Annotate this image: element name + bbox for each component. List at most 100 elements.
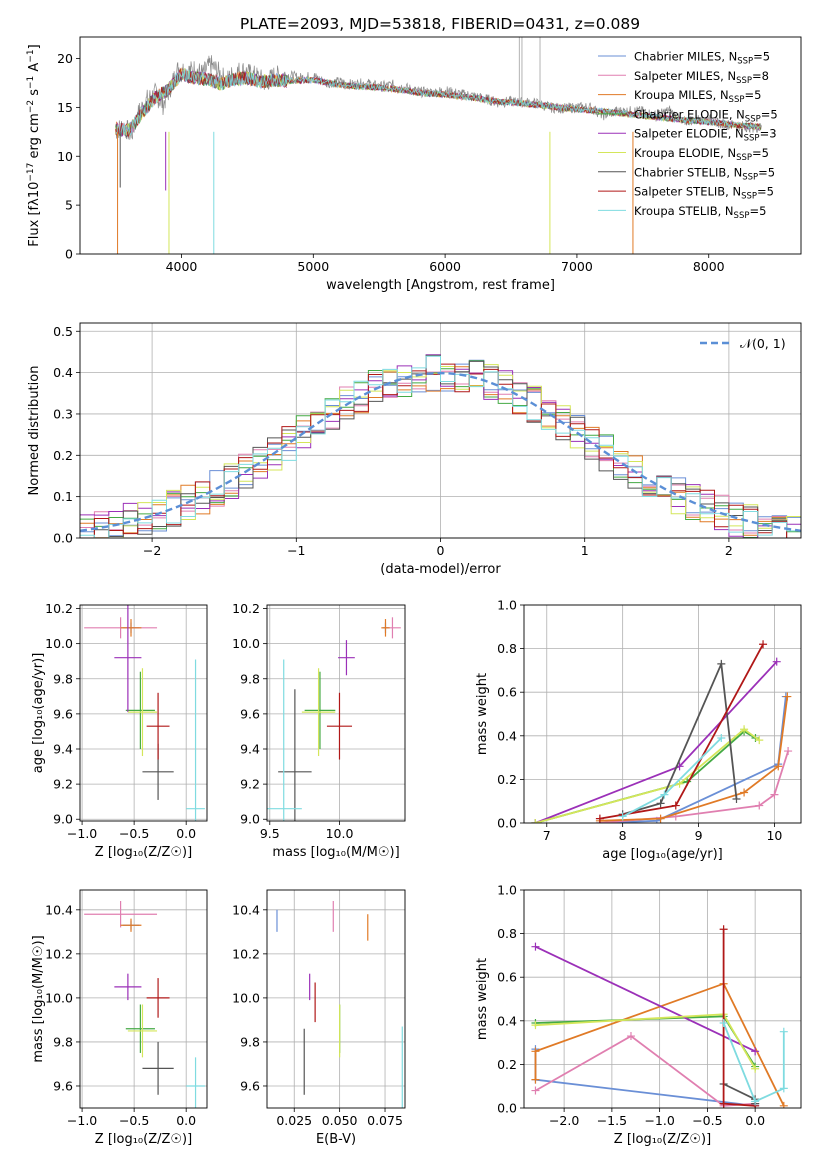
y-tick-label: 0.8 — [497, 926, 517, 941]
y-tick-label: 0.0 — [53, 531, 73, 546]
y-tick-label: 9.6 — [240, 1078, 260, 1093]
y-tick-label: 10.0 — [45, 990, 73, 1005]
mass-weight-marker — [531, 1075, 540, 1084]
y-tick-label: 5 — [65, 198, 73, 213]
mass-weight-marker — [751, 1097, 760, 1106]
mass-weight-series — [535, 728, 760, 823]
legend-text: Chabrier MILES, N — [634, 50, 737, 64]
x-tick-label: 6000 — [429, 259, 461, 274]
axes-frame — [79, 322, 802, 539]
y-tick-label: 0.2 — [53, 448, 73, 463]
legend-subscript: SSP — [742, 172, 758, 182]
legend-label: Salpeter MILES, NSSP=8 — [634, 69, 769, 86]
plot-area-weight-vs-age — [531, 640, 793, 823]
y-axis-label: mass [log₁₀(M/M☉)] — [31, 935, 46, 1062]
x-tick-label: 0.0 — [176, 1113, 196, 1128]
errorbar-point — [142, 1041, 174, 1095]
mass-weight-marker — [779, 1084, 788, 1093]
legend-label: Salpeter ELODIE, NSSP=3 — [634, 127, 777, 144]
x-tick-label: 1 — [581, 543, 589, 558]
x-tick-label: 0 — [437, 543, 445, 558]
panel-spectrum: 4000 5000 6000 7000 8000 0 5 10 15 20 wavelength [… — [26, 36, 802, 293]
errorbar-point — [127, 1004, 158, 1058]
mass-weight-marker — [656, 814, 665, 823]
y-tick-label: 0.6 — [497, 685, 517, 700]
y-tick-label: 0.3 — [53, 406, 73, 421]
mass-weight-marker — [740, 725, 749, 734]
legend-subscript: SSP — [737, 57, 753, 67]
axes-frame — [79, 36, 802, 255]
errorbar-point — [114, 605, 142, 713]
mass-weight-marker — [759, 640, 768, 649]
residual-histogram — [80, 355, 801, 538]
panel-mass-vs-Z: −1.0 −0.5 0.0 9.6 9.8 10.0 10.2 10.4 Z [log₁₀(Z/… — [31, 889, 208, 1147]
mass-weight-marker — [531, 1047, 540, 1056]
x-axis-label: (data-model)/error — [380, 562, 501, 577]
x-axis-label: Z [log₁₀(Z/Z☉)] — [95, 845, 192, 860]
mass-weight-series — [534, 982, 785, 1107]
mass-weight-marker — [660, 790, 669, 799]
y-tick-label: 0.1 — [53, 489, 73, 504]
mass-weight-marker — [779, 1101, 788, 1108]
legend-suffix: =3 — [760, 127, 777, 141]
legend-text: Kroupa MILES, N — [634, 88, 729, 102]
y-tick-label: 0 — [65, 247, 73, 262]
axes-frame — [523, 604, 802, 824]
x-tick-label: −1.0 — [67, 1113, 97, 1128]
x-tick-label: −1.5 — [597, 1113, 627, 1128]
legend-text: Kroupa ELODIE, N — [634, 146, 736, 160]
legend-text: Salpeter MILES, N — [634, 69, 736, 83]
mass-weight-marker — [531, 1021, 540, 1030]
mass-weight-marker — [719, 925, 728, 934]
legend-text: Salpeter ELODIE, N — [634, 127, 744, 141]
mass-weight-marker — [717, 733, 726, 742]
mass-weight-marker — [671, 801, 680, 810]
x-tick-label: 0.0 — [745, 1113, 765, 1128]
x-tick-label: 0.050 — [322, 1113, 358, 1128]
y-tick-label: 10.0 — [232, 990, 260, 1005]
legend-text: Chabrier ELODIE, N — [634, 107, 745, 121]
y-label-part: Flux [f — [27, 205, 42, 246]
plot-area-age-vs-mass — [267, 617, 401, 821]
y-tick-label: 9.0 — [240, 812, 260, 827]
y-label-part: −1 — [26, 49, 36, 62]
y-tick-label: 0.8 — [497, 641, 517, 656]
mass-weight-marker — [531, 1086, 540, 1095]
x-tick-label: −1 — [287, 543, 305, 558]
mass-weight-series — [535, 945, 756, 1053]
errorbar-point — [267, 659, 302, 821]
x-tick-label: 0.0 — [176, 826, 196, 841]
residual-histogram — [80, 364, 801, 538]
plot-area-age-vs-Z — [84, 605, 205, 821]
legend-subscript: SSP — [745, 114, 761, 124]
errorbar-point — [301, 668, 336, 757]
y-label-part: s — [27, 89, 42, 100]
x-tick-label: 0.025 — [276, 1113, 312, 1128]
x-tick-label: 4000 — [166, 259, 198, 274]
y-axis-label: mass weight — [475, 673, 490, 755]
y-label-part: −2 — [26, 100, 36, 113]
x-tick-label: −0.5 — [119, 1113, 149, 1128]
errorbar-point — [381, 619, 390, 637]
y-tick-label: 10.2 — [45, 601, 73, 616]
y-tick-label: 9.2 — [53, 777, 73, 792]
panel-age-vs-mass: 9.5 10.0 9.0 9.2 9.4 9.6 9.8 10.0 10.2 mass [log₁… — [232, 601, 406, 860]
mass-weight-marker — [774, 762, 783, 771]
legend-suffix: =5 — [744, 88, 761, 102]
x-tick-label: 2 — [725, 543, 733, 558]
y-tick-label: 9.8 — [240, 1034, 260, 1049]
y-tick-label: 9.6 — [53, 1078, 73, 1093]
errorbar-point — [120, 619, 142, 637]
mass-weight-marker — [719, 1099, 728, 1108]
plot-area-residuals — [80, 354, 801, 538]
mass-weight-marker — [675, 779, 684, 788]
axes-frame — [79, 604, 208, 822]
y-tick-label: 9.8 — [53, 671, 73, 686]
legend-label: Salpeter STELIB, NSSP=5 — [634, 185, 774, 202]
y-axis-label: age [log₁₀(age/yr)] — [31, 653, 46, 774]
errorbar-point — [125, 1004, 155, 1053]
mass-weight-marker — [531, 819, 540, 823]
plot-area-mass-vs-Z — [84, 901, 205, 1108]
y-label-part: −1 — [26, 76, 36, 89]
